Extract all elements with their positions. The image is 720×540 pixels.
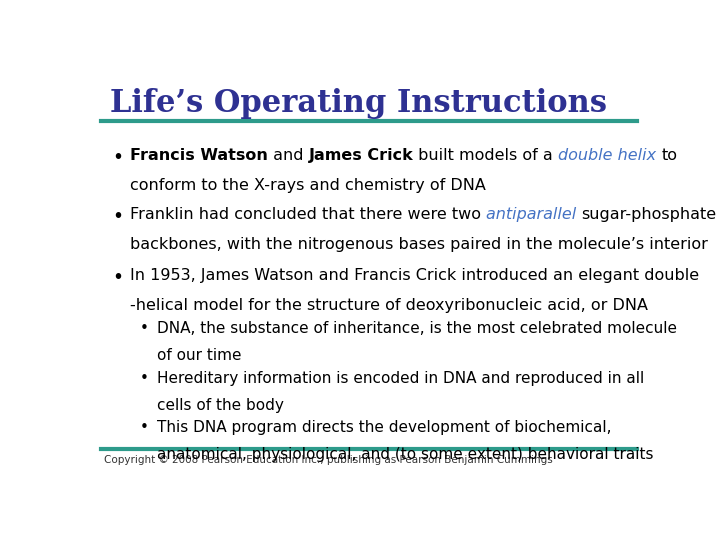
Text: conform to the X-rays and chemistry of DNA: conform to the X-rays and chemistry of D… [130,178,486,193]
Text: In 1953, James Watson and Francis Crick introduced an elegant double: In 1953, James Watson and Francis Crick … [130,268,699,283]
Text: Life’s Operating Instructions: Life’s Operating Instructions [109,87,606,119]
Text: sugar-phosphate: sugar-phosphate [582,207,717,222]
Text: Copyright © 2008 Pearson Education Inc., publishing as Pearson Benjamin Cummings: Copyright © 2008 Pearson Education Inc.,… [104,455,553,465]
Text: and: and [268,148,309,163]
Text: This DNA program directs the development of biochemical,: This DNA program directs the development… [157,420,611,435]
Text: •: • [140,321,149,335]
Text: anatomical, physiological, and (to some extent) behavioral traits: anatomical, physiological, and (to some … [157,447,654,462]
Text: built models of a: built models of a [413,148,558,163]
Text: antiparallel: antiparallel [486,207,582,222]
Text: Franklin had concluded that there were two: Franklin had concluded that there were t… [130,207,486,222]
Text: •: • [140,371,149,386]
Text: •: • [140,420,149,435]
Text: of our time: of our time [157,348,241,362]
Text: •: • [112,148,123,167]
Text: to: to [662,148,678,163]
Text: •: • [112,268,123,287]
Text: backbones, with the nitrogenous bases paired in the molecule’s interior: backbones, with the nitrogenous bases pa… [130,238,708,252]
Text: James Crick: James Crick [309,148,413,163]
Text: cells of the body: cells of the body [157,399,284,413]
Text: Francis Watson: Francis Watson [130,148,268,163]
Text: -helical model for the structure of deoxyribonucleic acid, or DNA: -helical model for the structure of deox… [130,298,648,313]
Text: double helix: double helix [558,148,662,163]
Text: Hereditary information is encoded in DNA and reproduced in all: Hereditary information is encoded in DNA… [157,371,644,386]
Text: •: • [112,207,123,226]
Text: DNA, the substance of inheritance, is the most celebrated molecule: DNA, the substance of inheritance, is th… [157,321,677,335]
